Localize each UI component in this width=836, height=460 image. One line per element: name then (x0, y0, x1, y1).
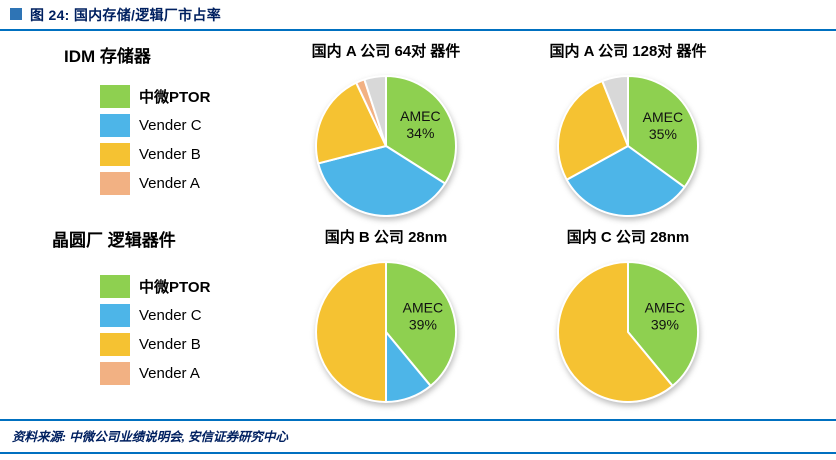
source-note: 资料来源: 中微公司业绩说明会, 安信证券研究中心 (12, 430, 289, 444)
pie-c-28nm: AMEC 39% (557, 261, 700, 403)
pie-slice-AMEC (385, 261, 458, 387)
legend-swatch (100, 275, 130, 298)
legend-item: Vender C (100, 304, 210, 327)
pie-slice-Vender C (565, 145, 686, 217)
pie-chart-c-28nm: 国内 C 公司 28nm AMEC 39% (510, 226, 746, 407)
pie-a-128: AMEC 35% (557, 75, 699, 217)
legend-label: Vender C (139, 117, 202, 134)
pie-callout: AMEC 34% (400, 108, 440, 141)
pie-slice-Vender B (315, 261, 387, 403)
legend-label: 中微PTOR (139, 89, 211, 106)
pie-chart-b-28nm: 国内 B 公司 28nm AMEC 39% (268, 226, 504, 407)
legend-group-foundry: 晶圆厂 逻辑器件 中微PTOR Vender C Vender B Vender A (52, 226, 210, 385)
legend-item: 中微PTOR (100, 275, 210, 298)
pie-slice-unlabeled (601, 75, 629, 147)
legend-swatch (100, 304, 130, 327)
legend-item: Vender B (100, 143, 210, 166)
legend-item: Vender A (100, 172, 210, 195)
legend-item: Vender B (100, 333, 210, 356)
legend-item: 中微PTOR (100, 85, 210, 108)
pie-slice-Vender B (557, 261, 674, 403)
chart-title: 国内 C 公司 28nm (566, 229, 690, 246)
legend-item: Vender A (100, 362, 210, 385)
bottom-divider (0, 452, 836, 454)
legend-group-idm: IDM 存储器 中微PTOR Vender C Vender B Vender A (64, 42, 210, 195)
chart-title: 国内 A 公司 64对 器件 (311, 43, 461, 60)
chart-title: 国内 B 公司 28nm (324, 229, 448, 246)
pie-slice-Vender B (315, 81, 387, 165)
legend-group-title: 晶圆厂 逻辑器件 (52, 231, 176, 250)
pie-callout: AMEC 35% (643, 109, 683, 142)
legend-label: 中微PTOR (139, 279, 211, 296)
legend-items: 中微PTOR Vender C Vender B Vender A (100, 85, 210, 195)
legend-swatch (100, 333, 130, 356)
pie-a-64: AMEC 34% (315, 75, 457, 217)
legend-label: Vender A (139, 365, 200, 382)
legend-label: Vender C (139, 307, 202, 324)
legend-item: Vender C (100, 114, 210, 137)
legend-label: Vender A (139, 175, 200, 192)
legend-swatch (100, 143, 130, 166)
pie-chart-a-64: 国内 A 公司 64对 器件 AMEC 34% (268, 40, 504, 221)
pie-slice-AMEC (627, 261, 700, 387)
legend-swatch (100, 85, 130, 108)
pie-chart-a-128: 国内 A 公司 128对 器件 AMEC 35% (510, 40, 746, 221)
pie-slice-Vender B (557, 79, 629, 181)
legend-swatch (100, 362, 130, 385)
pie-slice-Vender C (317, 145, 447, 217)
pie-slice-AMEC (627, 75, 699, 189)
legend-group-title: IDM 存储器 (64, 47, 151, 66)
footer-divider (0, 419, 836, 421)
title-bullet-icon (10, 8, 22, 20)
pie-b-28nm: AMEC 39% (315, 261, 458, 403)
pie-slice-unlabeled (363, 75, 387, 147)
chart-title: 国内 A 公司 128对 器件 (549, 43, 707, 60)
figure-title: 图 24: 国内存储/逻辑厂市占率 (30, 7, 222, 23)
legend-label: Vender B (139, 336, 201, 353)
top-divider (0, 29, 836, 31)
legend-swatch (100, 114, 130, 137)
legend-swatch (100, 172, 130, 195)
legend-label: Vender B (139, 146, 201, 163)
pie-callout: AMEC 39% (403, 300, 443, 333)
legend-items: 中微PTOR Vender C Vender B Vender A (100, 275, 210, 385)
pie-callout: AMEC 39% (645, 300, 685, 333)
